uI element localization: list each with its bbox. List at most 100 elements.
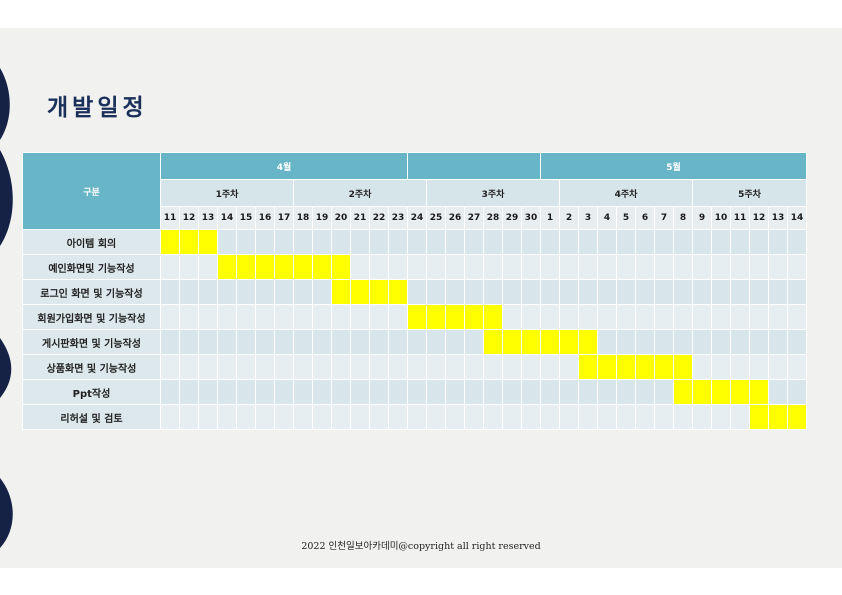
day-header: 25 (426, 206, 446, 230)
schedule-cell (388, 329, 408, 355)
task-label: 리허설 및 검토 (22, 404, 161, 430)
schedule-cell (217, 229, 237, 255)
schedule-cell (616, 279, 636, 305)
schedule-cell (293, 304, 313, 330)
day-header: 14 (217, 206, 237, 230)
schedule-cell (768, 229, 788, 255)
schedule-cell (274, 254, 294, 280)
day-header: 26 (445, 206, 465, 230)
schedule-cell (787, 229, 807, 255)
schedule-cell (312, 404, 332, 430)
schedule-cell (445, 279, 465, 305)
schedule-cell (483, 304, 503, 330)
schedule-cell (483, 404, 503, 430)
schedule-cell (407, 279, 427, 305)
schedule-cell (445, 329, 465, 355)
schedule-cell (350, 304, 370, 330)
schedule-cell (730, 229, 750, 255)
schedule-cell (445, 304, 465, 330)
schedule-cell (160, 304, 180, 330)
schedule-cell (597, 229, 617, 255)
week-header: 1주차 (160, 179, 294, 207)
schedule-cell (426, 304, 446, 330)
schedule-cell (654, 254, 674, 280)
schedule-cell (179, 329, 199, 355)
task-row: 회원가입화면 및 기능작성 (22, 304, 807, 330)
day-header: 14 (787, 206, 807, 230)
month-row: 구분 4월 5월 (22, 152, 807, 230)
schedule-cell (198, 254, 218, 280)
schedule-cell (597, 404, 617, 430)
task-label: 상품화면 및 기능작성 (22, 354, 161, 380)
schedule-cell (369, 279, 389, 305)
schedule-cell (768, 354, 788, 380)
day-header: 6 (635, 206, 655, 230)
schedule-cell (236, 304, 256, 330)
schedule-cell (635, 379, 655, 405)
day-header: 18 (293, 206, 313, 230)
schedule-cell (654, 229, 674, 255)
schedule-cell (331, 279, 351, 305)
schedule-cell (464, 379, 484, 405)
schedule-cell (198, 279, 218, 305)
schedule-cell (331, 354, 351, 380)
schedule-cell (768, 304, 788, 330)
schedule-cell (578, 354, 598, 380)
schedule-cell (464, 254, 484, 280)
schedule-cell (654, 354, 674, 380)
schedule-cell (502, 254, 522, 280)
task-label: 아이템 회의 (22, 229, 161, 255)
task-row: 예인화면및 기능작성 (22, 254, 807, 280)
schedule-cell (749, 304, 769, 330)
schedule-cell (673, 354, 693, 380)
task-label: 게시판화면 및 기능작성 (22, 329, 161, 355)
day-header: 19 (312, 206, 332, 230)
schedule-cell (464, 229, 484, 255)
schedule-cell (388, 379, 408, 405)
schedule-cell (768, 279, 788, 305)
task-row: 게시판화면 및 기능작성 (22, 329, 807, 355)
schedule-cell (312, 254, 332, 280)
schedule-cell (787, 329, 807, 355)
schedule-cell (407, 354, 427, 380)
schedule-cell (407, 404, 427, 430)
schedule-cell (768, 329, 788, 355)
schedule-cell (236, 354, 256, 380)
schedule-cell (388, 354, 408, 380)
schedule-cell (730, 279, 750, 305)
schedule-cell (578, 229, 598, 255)
schedule-cell (426, 229, 446, 255)
schedule-cell (407, 379, 427, 405)
schedule-cell (521, 379, 541, 405)
day-header: 12 (179, 206, 199, 230)
schedule-cell (198, 229, 218, 255)
schedule-cell (369, 254, 389, 280)
footer-copyright: 2022 인천일보아카데미@copyright all right reserv… (301, 541, 541, 552)
schedule-cell (540, 404, 560, 430)
schedule-cell (217, 304, 237, 330)
schedule-cell (179, 404, 199, 430)
schedule-cell (350, 254, 370, 280)
day-header: 5 (616, 206, 636, 230)
schedule-cell (559, 329, 579, 355)
schedule-cell (673, 229, 693, 255)
schedule-cell (578, 329, 598, 355)
schedule-cell (502, 229, 522, 255)
schedule-cell (293, 329, 313, 355)
schedule-cell (160, 329, 180, 355)
schedule-cell (711, 229, 731, 255)
schedule-cell (502, 304, 522, 330)
schedule-cell (198, 354, 218, 380)
schedule-cell (730, 354, 750, 380)
schedule-cell (616, 304, 636, 330)
schedule-cell (217, 329, 237, 355)
schedule-cell (483, 354, 503, 380)
schedule-cell (407, 229, 427, 255)
schedule-cell (616, 404, 636, 430)
schedule-cell (160, 229, 180, 255)
schedule-cell (559, 254, 579, 280)
schedule-cell (407, 254, 427, 280)
day-header: 4 (597, 206, 617, 230)
schedule-cell (692, 279, 712, 305)
month-header: 5월 (540, 152, 807, 180)
